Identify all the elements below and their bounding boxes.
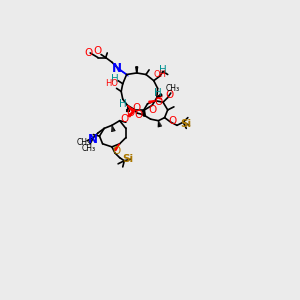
Text: O: O — [112, 146, 121, 157]
Polygon shape — [114, 144, 120, 151]
Polygon shape — [128, 105, 134, 112]
Text: O: O — [154, 97, 163, 107]
Text: O: O — [85, 48, 93, 58]
Text: O: O — [94, 46, 102, 56]
Polygon shape — [143, 110, 146, 116]
Text: Si: Si — [181, 119, 192, 129]
Text: N: N — [88, 133, 98, 146]
Text: O: O — [168, 116, 176, 126]
Text: O: O — [134, 110, 142, 119]
Text: H: H — [119, 99, 127, 109]
Text: CH₃: CH₃ — [77, 138, 91, 147]
Text: Si: Si — [122, 154, 133, 164]
Text: H: H — [154, 88, 161, 98]
Text: O: O — [148, 105, 156, 115]
Text: N: N — [112, 62, 122, 75]
Text: H: H — [159, 65, 167, 75]
Polygon shape — [149, 101, 155, 103]
Text: O: O — [120, 114, 128, 124]
Polygon shape — [128, 110, 135, 117]
Polygon shape — [136, 67, 138, 73]
Text: HO: HO — [105, 79, 119, 88]
Polygon shape — [157, 94, 162, 98]
Text: CH₃: CH₃ — [82, 144, 96, 153]
Text: OH: OH — [153, 70, 167, 79]
Text: O: O — [133, 103, 141, 113]
Text: O: O — [165, 89, 173, 100]
Text: H: H — [111, 74, 119, 84]
Text: CH₃: CH₃ — [165, 84, 179, 93]
Text: O: O — [126, 108, 135, 118]
